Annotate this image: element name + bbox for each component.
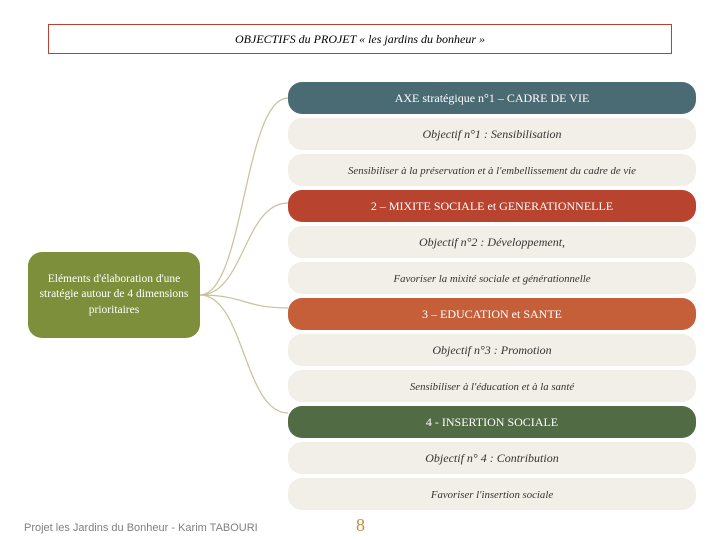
source-block: Eléments d'élaboration d'une stratégie a… — [28, 252, 200, 338]
axis-header: 4 - INSERTION SOCIALE — [288, 406, 696, 438]
axis-objectif: Objectif n°3 : Promotion — [288, 334, 696, 366]
title-text: OBJECTIFS du PROJET « les jardins du bon… — [235, 32, 485, 47]
axis-desc-text: Sensibiliser à la préservation et à l'em… — [348, 165, 636, 177]
axis-header-text: 4 - INSERTION SOCIALE — [426, 415, 558, 429]
axis-desc: Sensibiliser à l'éducation et à la santé — [288, 370, 696, 402]
axis-desc: Favoriser l'insertion sociale — [288, 478, 696, 510]
axis-desc-text: Sensibiliser à l'éducation et à la santé — [410, 381, 574, 393]
axis-header-text: 2 – MIXITE SOCIALE et GENERATIONNELLE — [371, 199, 613, 213]
axis-objectif-text: Objectif n°1 : Sensibilisation — [422, 127, 561, 141]
footer-text: Projet les Jardins du Bonheur - Karim TA… — [24, 522, 258, 534]
axis-header: 3 – EDUCATION et SANTE — [288, 298, 696, 330]
axis-header: AXE stratégique n°1 – CADRE DE VIE — [288, 82, 696, 114]
axis-objectif: Objectif n° 4 : Contribution — [288, 442, 696, 474]
axis-objectif: Objectif n°1 : Sensibilisation — [288, 118, 696, 150]
axis-desc-text: Favoriser la mixité sociale et génératio… — [394, 273, 591, 285]
axis-header: 2 – MIXITE SOCIALE et GENERATIONNELLE — [288, 190, 696, 222]
axis-objectif: Objectif n°2 : Développement, — [288, 226, 696, 258]
axis-desc-text: Favoriser l'insertion sociale — [431, 489, 553, 501]
axis-header-text: 3 – EDUCATION et SANTE — [422, 307, 562, 321]
axis-objectif-text: Objectif n° 4 : Contribution — [425, 451, 558, 465]
axis-header-text: AXE stratégique n°1 – CADRE DE VIE — [395, 91, 590, 105]
page-number: 8 — [356, 515, 365, 536]
axis-objectif-text: Objectif n°3 : Promotion — [432, 343, 551, 357]
source-text: Eléments d'élaboration d'une stratégie a… — [36, 272, 192, 319]
axes-column: AXE stratégique n°1 – CADRE DE VIE Object… — [288, 82, 696, 514]
axis-desc: Sensibiliser à la préservation et à l'em… — [288, 154, 696, 186]
title-box: OBJECTIFS du PROJET « les jardins du bon… — [48, 24, 672, 54]
axis-objectif-text: Objectif n°2 : Développement, — [419, 235, 565, 249]
axis-desc: Favoriser la mixité sociale et génératio… — [288, 262, 696, 294]
